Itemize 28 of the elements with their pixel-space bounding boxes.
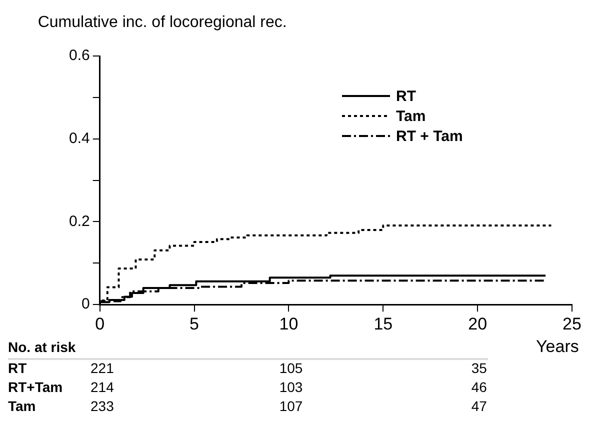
x-tick-label: 5 (190, 314, 200, 334)
text: No. at risk (8, 338, 488, 360)
x-tick-label: 0 (95, 314, 105, 334)
text: RT+Tam (8, 378, 63, 395)
text: RT (8, 360, 27, 376)
legend-label: RT (396, 88, 416, 104)
text: 47 (471, 398, 487, 414)
text: Tam (8, 398, 36, 414)
text: 103 (279, 378, 303, 395)
text: 46 (471, 378, 487, 395)
y-axis-title: Cumulative inc. of locoregional rec. (38, 14, 287, 32)
legend-label: RT + Tam (396, 128, 463, 144)
y-tick-label: 0 (82, 296, 90, 313)
text: 107 (279, 398, 303, 414)
text: 105 (279, 360, 303, 376)
text: 35 (471, 360, 487, 376)
text: 233 (90, 398, 114, 414)
y-tick-label: 0.4 (68, 130, 90, 148)
text: 221 (90, 360, 114, 376)
text: 214 (90, 378, 114, 395)
x-tick-label: 15 (374, 314, 393, 334)
x-tick-label: 25 (562, 314, 582, 334)
x-tick-label: 10 (279, 314, 298, 334)
legend-label: Tam (396, 108, 426, 124)
x-tick-label: 20 (468, 314, 488, 334)
y-tick-label: 0.6 (68, 47, 90, 64)
x-axis-title: Years (536, 336, 579, 357)
y-tick-label: 0.2 (68, 212, 90, 230)
